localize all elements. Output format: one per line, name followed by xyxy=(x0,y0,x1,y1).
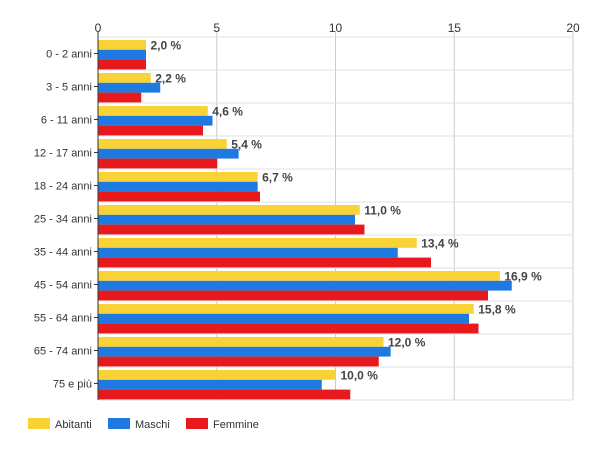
category-label: 45 - 54 anni xyxy=(34,280,92,292)
bar-abitanti xyxy=(98,40,146,50)
data-label: 2,2 % xyxy=(155,71,186,85)
bar-femmine xyxy=(98,59,146,70)
data-label: 13,4 % xyxy=(421,236,459,250)
bar-maschi xyxy=(98,313,469,324)
legend-label-femmine: Femmine xyxy=(213,419,259,431)
bar-abitanti xyxy=(98,337,384,347)
category-label: 75 e più xyxy=(53,379,92,391)
category-label: 6 - 11 anni xyxy=(41,115,92,127)
bar-maschi xyxy=(98,82,161,93)
bar-maschi xyxy=(98,115,213,126)
data-label: 16,9 % xyxy=(504,269,542,283)
bar-maschi xyxy=(98,280,512,291)
bar-femmine xyxy=(98,125,203,136)
bar-abitanti xyxy=(98,172,258,182)
bars xyxy=(98,40,512,400)
bar-abitanti xyxy=(98,73,151,83)
legend-swatch-abitanti xyxy=(28,418,50,429)
bar-maschi xyxy=(98,181,258,192)
data-label: 6,7 % xyxy=(262,170,293,184)
data-labels: 2,0 % 2,2 % 4,6 % 5,4 % 6,7 % 11,0 % 13,4 % 16,… xyxy=(151,38,543,382)
bar-abitanti xyxy=(98,370,336,380)
x-tick-label: 15 xyxy=(448,21,462,35)
category-label: 12 - 17 anni xyxy=(34,148,92,160)
bar-maschi xyxy=(98,148,239,159)
bar-maschi xyxy=(98,49,146,60)
x-tick-label: 5 xyxy=(213,21,220,35)
x-tick-label: 20 xyxy=(566,21,580,35)
bar-abitanti xyxy=(98,139,227,149)
bar-maschi xyxy=(98,346,391,357)
bar-abitanti xyxy=(98,205,360,215)
bar-maschi xyxy=(98,214,355,225)
data-label: 12,0 % xyxy=(388,335,426,349)
legend-swatch-maschi xyxy=(108,418,130,429)
bar-femmine xyxy=(98,191,260,202)
category-label: 25 - 34 anni xyxy=(34,214,92,226)
bar-femmine xyxy=(98,92,142,103)
bar-femmine xyxy=(98,356,379,367)
legend-label-maschi: Maschi xyxy=(135,419,170,431)
category-label: 18 - 24 anni xyxy=(34,181,92,193)
category-label: 55 - 64 anni xyxy=(34,313,92,325)
category-label: 65 - 74 anni xyxy=(34,346,92,358)
category-label: 3 - 5 anni xyxy=(46,82,92,94)
grid xyxy=(97,31,574,401)
bar-abitanti xyxy=(98,304,474,314)
data-label: 10,0 % xyxy=(341,368,379,382)
x-tick-label: 10 xyxy=(329,21,343,35)
axes: 0 5 10 15 20 0 - 2 anni 3 - 5 anni 6 - 11 anni 1… xyxy=(34,21,580,400)
bar-femmine xyxy=(98,257,431,268)
legend: Abitanti Maschi Femmine xyxy=(28,418,259,431)
category-label: 0 - 2 anni xyxy=(46,49,92,61)
bar-femmine xyxy=(98,224,365,235)
x-tick-label: 0 xyxy=(95,21,102,35)
legend-swatch-femmine xyxy=(186,418,208,429)
legend-label-abitanti: Abitanti xyxy=(55,419,92,431)
bar-abitanti xyxy=(98,106,208,116)
bar-femmine xyxy=(98,158,218,169)
bar-maschi xyxy=(98,379,322,390)
bar-femmine xyxy=(98,323,479,334)
data-label: 5,4 % xyxy=(231,137,262,151)
data-label: 2,0 % xyxy=(151,38,182,52)
bar-maschi xyxy=(98,247,398,258)
bar-abitanti xyxy=(98,271,500,281)
category-label: 35 - 44 anni xyxy=(34,247,92,259)
data-label: 15,8 % xyxy=(478,302,516,316)
data-label: 11,0 % xyxy=(364,203,401,217)
bar-femmine xyxy=(98,389,351,400)
bar-abitanti xyxy=(98,238,417,248)
bar-femmine xyxy=(98,290,488,301)
data-label: 4,6 % xyxy=(212,104,243,118)
